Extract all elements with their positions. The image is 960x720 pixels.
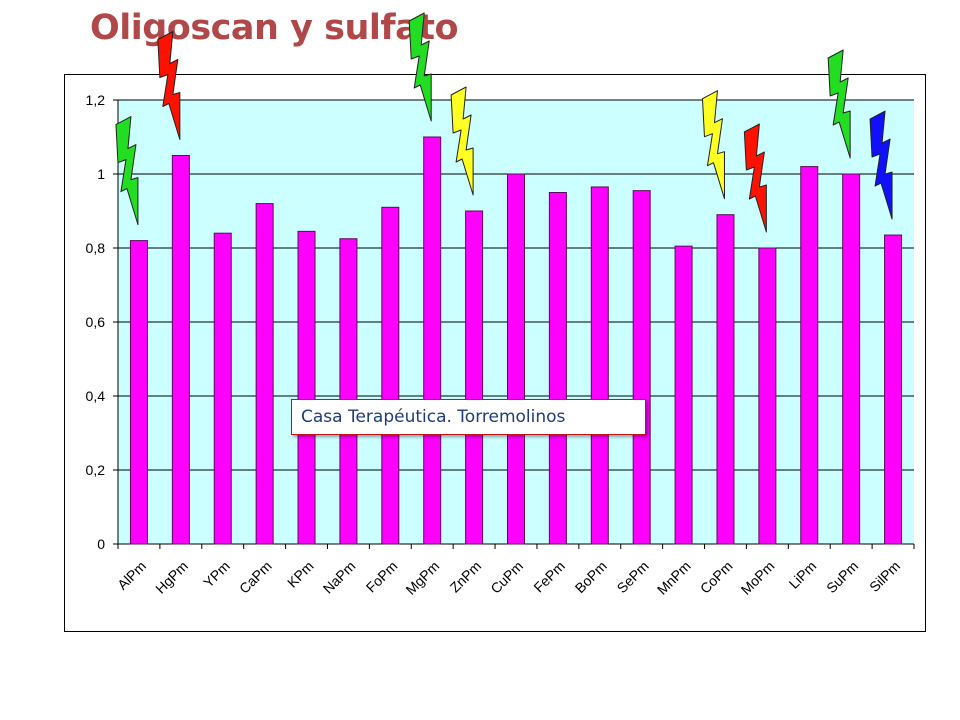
x-tick-label: FePm	[530, 558, 568, 596]
y-tick-label: 0,4	[86, 388, 106, 404]
bar-HgPm	[171, 155, 190, 545]
x-tick-label: SilPm	[866, 558, 903, 595]
x-tick-label: MnPm	[654, 558, 694, 598]
lightning-icon	[408, 12, 432, 122]
y-tick-label: 0,6	[86, 314, 106, 330]
x-tick-label: CoPm	[697, 558, 736, 597]
y-tick-label: 0,8	[86, 240, 106, 256]
y-tick-label: 0,2	[86, 462, 106, 478]
bar-BoPm	[590, 186, 609, 545]
bar-MgPm	[423, 136, 442, 545]
x-tick-label: LiPm	[786, 558, 820, 592]
x-tick-label: NaPm	[320, 558, 359, 597]
x-tick-label: YPm	[200, 558, 233, 591]
bar-MnPm	[674, 245, 693, 545]
bar-SuPm	[842, 173, 861, 545]
bar-YPm	[213, 232, 232, 545]
x-tick-label: FoPm	[363, 558, 401, 596]
lightning-icon	[701, 90, 725, 200]
bar-NaPm	[339, 238, 358, 545]
bar-MoPm	[758, 247, 777, 545]
bar-FePm	[548, 192, 567, 545]
x-tick-label: ZnPm	[447, 558, 485, 596]
page-title: Oligoscan y sulfato	[90, 8, 459, 48]
bar-ZnPm	[465, 210, 484, 545]
x-tick-label: MgPm	[402, 558, 442, 598]
y-tick-label: 1,2	[86, 92, 106, 108]
x-tick-label: SePm	[614, 558, 652, 596]
bar-CoPm	[716, 214, 735, 545]
lightning-icon	[450, 86, 474, 196]
lightning-icon	[115, 116, 139, 226]
y-tick-label: 1	[97, 166, 105, 182]
x-tick-label: MoPm	[738, 558, 778, 598]
x-tick-label: AlPm	[114, 558, 149, 593]
bar-FoPm	[381, 206, 400, 545]
x-tick-label: CaPm	[236, 558, 275, 597]
annotation-label: Casa Terapéutica. Torremolinos	[291, 399, 646, 435]
x-tick-label: HgPm	[152, 558, 191, 597]
lightning-icon	[157, 31, 181, 140]
lightning-icon	[869, 110, 893, 220]
x-tick-label: KPm	[284, 558, 317, 591]
bar-SilPm	[884, 234, 903, 545]
x-tick-label: SuPm	[823, 558, 861, 596]
lightning-icon	[827, 49, 851, 159]
bar-SePm	[632, 190, 651, 545]
bar-KPm	[297, 230, 316, 545]
bar-CaPm	[255, 203, 274, 545]
bar-CuPm	[507, 173, 525, 545]
y-tick-label: 0	[97, 536, 105, 552]
x-tick-label: CuPm	[487, 558, 526, 597]
bar-AlPm	[129, 240, 148, 545]
bar-LiPm	[800, 166, 819, 545]
lightning-icon	[743, 123, 767, 233]
x-tick-label: BoPm	[572, 558, 610, 596]
